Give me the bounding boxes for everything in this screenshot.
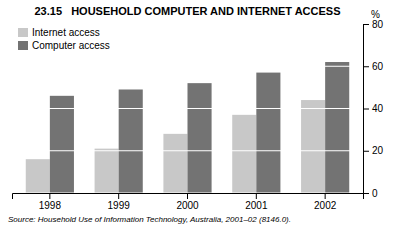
tick-mark (363, 66, 369, 67)
grid-line (12, 108, 363, 109)
tick: 1998 (39, 193, 62, 211)
tick-mark (325, 193, 326, 199)
tick-label: 80 (372, 19, 384, 30)
bar (50, 96, 74, 193)
title: 23.15 HOUSEHOLD COMPUTER AND INTERNET AC… (34, 5, 340, 17)
tick-label: 1998 (39, 200, 62, 211)
legend-label: Internet access (32, 27, 100, 38)
bar (301, 100, 325, 193)
tick-mark (363, 109, 369, 110)
bar (325, 62, 349, 193)
tick: 0 (363, 188, 378, 199)
grid-line (12, 66, 363, 67)
tick-mark (363, 193, 369, 194)
bars (12, 24, 363, 193)
grid-line (12, 193, 363, 194)
bar (163, 134, 187, 193)
tick-mark (49, 193, 50, 199)
tick-label: 2002 (314, 200, 337, 211)
tick-label: 60 (372, 61, 384, 72)
bar (119, 89, 143, 193)
tick: 1999 (108, 193, 131, 211)
plot-area: 1998 1999 2000 2001 2002 0 20 40 60 80% Internet a… (12, 9, 384, 211)
bar (188, 83, 212, 193)
bar-series (50, 62, 349, 193)
tick: 40 (363, 103, 384, 114)
axis-line (13, 194, 364, 200)
y-axis: 0 20 40 60 80 (363, 19, 384, 199)
tick-mark (187, 193, 188, 199)
tick-label: 0 (372, 188, 378, 199)
bar (232, 115, 256, 193)
grid-line (12, 24, 363, 25)
legend: Internet access Computer access (18, 27, 110, 51)
tick-mark (363, 151, 369, 152)
axis-label: % (371, 9, 380, 20)
grid-line (12, 150, 363, 151)
tick-label: 20 (372, 145, 384, 156)
bar (256, 73, 280, 193)
bar (95, 149, 119, 193)
legend-item: Internet access (18, 27, 100, 38)
tick: 80 (363, 19, 384, 30)
x-axis: 1998 1999 2000 2001 2002 (13, 193, 364, 211)
bar (26, 159, 50, 193)
tick-label: 2000 (176, 200, 199, 211)
tick-label: 40 (372, 103, 384, 114)
tick: 2001 (245, 193, 268, 211)
tick-mark (118, 193, 119, 199)
legend-item: Computer access (18, 40, 110, 51)
legend-label: Computer access (32, 40, 110, 51)
tick-label: 1999 (108, 200, 131, 211)
tick: 60 (363, 61, 384, 72)
tick: 2000 (176, 193, 199, 211)
tick-mark (363, 24, 369, 25)
legend-swatch (18, 28, 28, 37)
tick-mark (256, 193, 257, 199)
grid (12, 24, 363, 193)
tick: 20 (363, 145, 384, 156)
tick: 2002 (314, 193, 337, 211)
tick-label: 2001 (245, 200, 268, 211)
source-note: Source: Household Use of Information Tec… (8, 215, 291, 224)
legend-swatch (18, 41, 28, 50)
axis-line (364, 25, 370, 194)
chart: 1998 1999 2000 2001 2002 0 20 40 60 80% Internet a… (0, 0, 397, 227)
